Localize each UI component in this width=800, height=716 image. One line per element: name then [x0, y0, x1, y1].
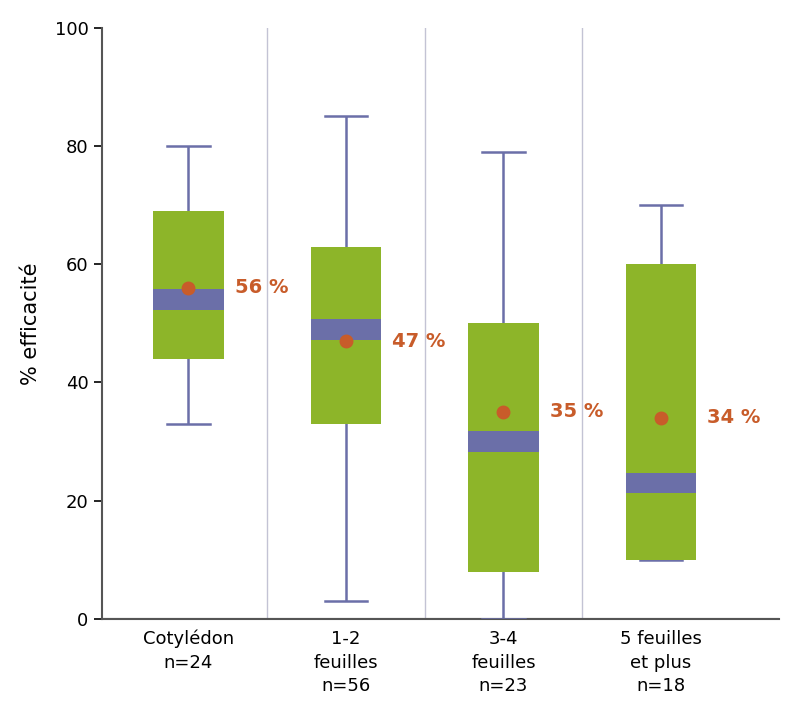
Bar [310, 246, 382, 424]
Y-axis label: % efficacité: % efficacité [21, 262, 41, 384]
Text: 34 %: 34 % [707, 408, 761, 427]
Bar [626, 264, 697, 560]
Text: 35 %: 35 % [550, 402, 603, 422]
Bar [310, 319, 382, 339]
Bar [153, 289, 224, 310]
Bar [626, 473, 697, 493]
Bar [153, 211, 224, 359]
Bar [468, 324, 539, 571]
Text: 47 %: 47 % [393, 332, 446, 351]
Bar [468, 431, 539, 452]
Text: 56 %: 56 % [235, 279, 289, 297]
